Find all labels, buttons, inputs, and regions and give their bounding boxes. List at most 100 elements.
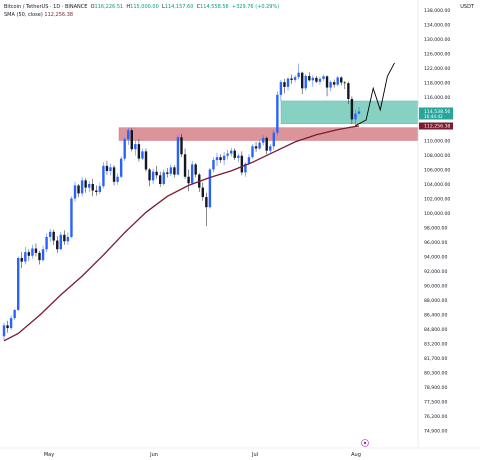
candle bbox=[318, 76, 322, 85]
candle bbox=[205, 192, 208, 227]
candle bbox=[134, 140, 137, 156]
candle bbox=[357, 106, 361, 115]
candle bbox=[315, 75, 318, 84]
candle bbox=[169, 164, 173, 177]
candle bbox=[112, 165, 116, 186]
time-tick-label: May bbox=[44, 452, 54, 458]
candle bbox=[212, 157, 215, 173]
candle bbox=[56, 236, 59, 253]
price-tick-label: 116,000.00 bbox=[424, 95, 450, 101]
sma-line bbox=[3, 125, 360, 342]
candle bbox=[34, 243, 38, 257]
price-tick-label: 104,000.00 bbox=[424, 182, 450, 188]
candle bbox=[20, 252, 23, 269]
candle bbox=[27, 249, 31, 261]
price-tick-label: 102,000.00 bbox=[424, 196, 450, 202]
support-zone[interactable] bbox=[118, 127, 419, 141]
symbol-label[interactable]: Bitcoin / TetherUS · 1D · BINANCE bbox=[4, 4, 88, 10]
projection-path bbox=[355, 62, 395, 127]
sma-label: SMA (50, close) bbox=[4, 12, 43, 18]
svg-text:114,538.56: 114,538.56 bbox=[424, 109, 450, 115]
candle bbox=[48, 228, 52, 242]
candle bbox=[148, 168, 151, 187]
candle bbox=[73, 181, 77, 202]
time-tick-label: Jun bbox=[149, 452, 158, 458]
time-tick-label: Jul bbox=[251, 452, 258, 458]
candle bbox=[230, 147, 233, 157]
price-tick-label: 83,200.00 bbox=[424, 341, 447, 347]
svg-text:16:44:42: 16:44:42 bbox=[424, 114, 443, 119]
candle bbox=[222, 152, 226, 166]
candle bbox=[155, 165, 158, 179]
price-tick-label: 77,500.00 bbox=[424, 399, 447, 405]
candle bbox=[208, 168, 212, 209]
price-tick-label: 126,000.00 bbox=[424, 51, 450, 57]
candle bbox=[304, 74, 307, 91]
candle bbox=[261, 135, 265, 146]
candle bbox=[322, 74, 325, 81]
candle bbox=[329, 80, 332, 92]
candle bbox=[258, 140, 261, 150]
price-tick-label: 81,700.00 bbox=[424, 356, 447, 362]
candle bbox=[24, 247, 27, 265]
candle bbox=[336, 75, 339, 87]
candle bbox=[80, 176, 84, 197]
candle bbox=[98, 182, 102, 195]
close-label: C bbox=[196, 4, 201, 10]
candle bbox=[119, 156, 123, 179]
candle bbox=[297, 63, 300, 80]
candle bbox=[123, 137, 126, 161]
candle bbox=[350, 96, 354, 124]
price-tick-label: 78,900.00 bbox=[424, 385, 447, 391]
candle bbox=[144, 148, 148, 172]
candle bbox=[237, 153, 240, 163]
price-tick-label: 100,000.00 bbox=[424, 211, 450, 217]
candle bbox=[159, 171, 162, 187]
sma-legend[interactable]: SMA (50, close) 112,256.38 bbox=[4, 12, 73, 18]
close-value: 114,558.56 bbox=[200, 4, 229, 10]
candle bbox=[290, 74, 293, 84]
candle bbox=[269, 144, 272, 153]
candle bbox=[17, 256, 20, 311]
candle bbox=[91, 178, 94, 197]
candle bbox=[38, 250, 41, 265]
price-tick-label: 76,200.00 bbox=[424, 414, 447, 420]
candle bbox=[141, 148, 144, 161]
candle bbox=[102, 162, 105, 189]
candle bbox=[286, 77, 290, 91]
candle bbox=[215, 152, 219, 166]
price-tick-label: 106,000.00 bbox=[424, 167, 450, 173]
candle bbox=[347, 81, 350, 104]
price-tick-label: 134,000.00 bbox=[424, 22, 450, 28]
candle bbox=[95, 185, 98, 196]
candle bbox=[343, 81, 346, 90]
candle bbox=[105, 160, 109, 175]
candle bbox=[194, 162, 197, 178]
candle bbox=[272, 130, 275, 150]
candle bbox=[325, 75, 329, 97]
price-tick-label: 130,000.00 bbox=[424, 37, 450, 43]
price-tick-label: 84,800.00 bbox=[424, 327, 447, 333]
candle bbox=[2, 322, 6, 340]
currency-label[interactable]: USDT bbox=[460, 4, 474, 10]
candle bbox=[116, 173, 119, 185]
change-value: +329.76 (+0.29%) bbox=[231, 4, 280, 10]
price-tick-label: 96,000.00 bbox=[424, 240, 447, 246]
candle bbox=[332, 79, 336, 88]
price-tick-label: 80,300.00 bbox=[424, 370, 447, 376]
goto-realtime-icon[interactable] bbox=[361, 439, 369, 447]
price-tick-label: 118,000.00 bbox=[424, 80, 450, 86]
candle bbox=[198, 173, 201, 192]
candle bbox=[13, 309, 16, 320]
candle bbox=[173, 165, 176, 178]
candle bbox=[254, 141, 258, 153]
price-tick-label: 92,000.00 bbox=[424, 269, 447, 275]
sma-value: 112,256.38 bbox=[44, 12, 74, 18]
candle bbox=[283, 78, 286, 94]
candle bbox=[293, 75, 297, 83]
candle bbox=[162, 169, 165, 186]
high-label: H bbox=[126, 4, 131, 10]
candle bbox=[276, 91, 279, 136]
demand-zone[interactable] bbox=[280, 100, 419, 125]
